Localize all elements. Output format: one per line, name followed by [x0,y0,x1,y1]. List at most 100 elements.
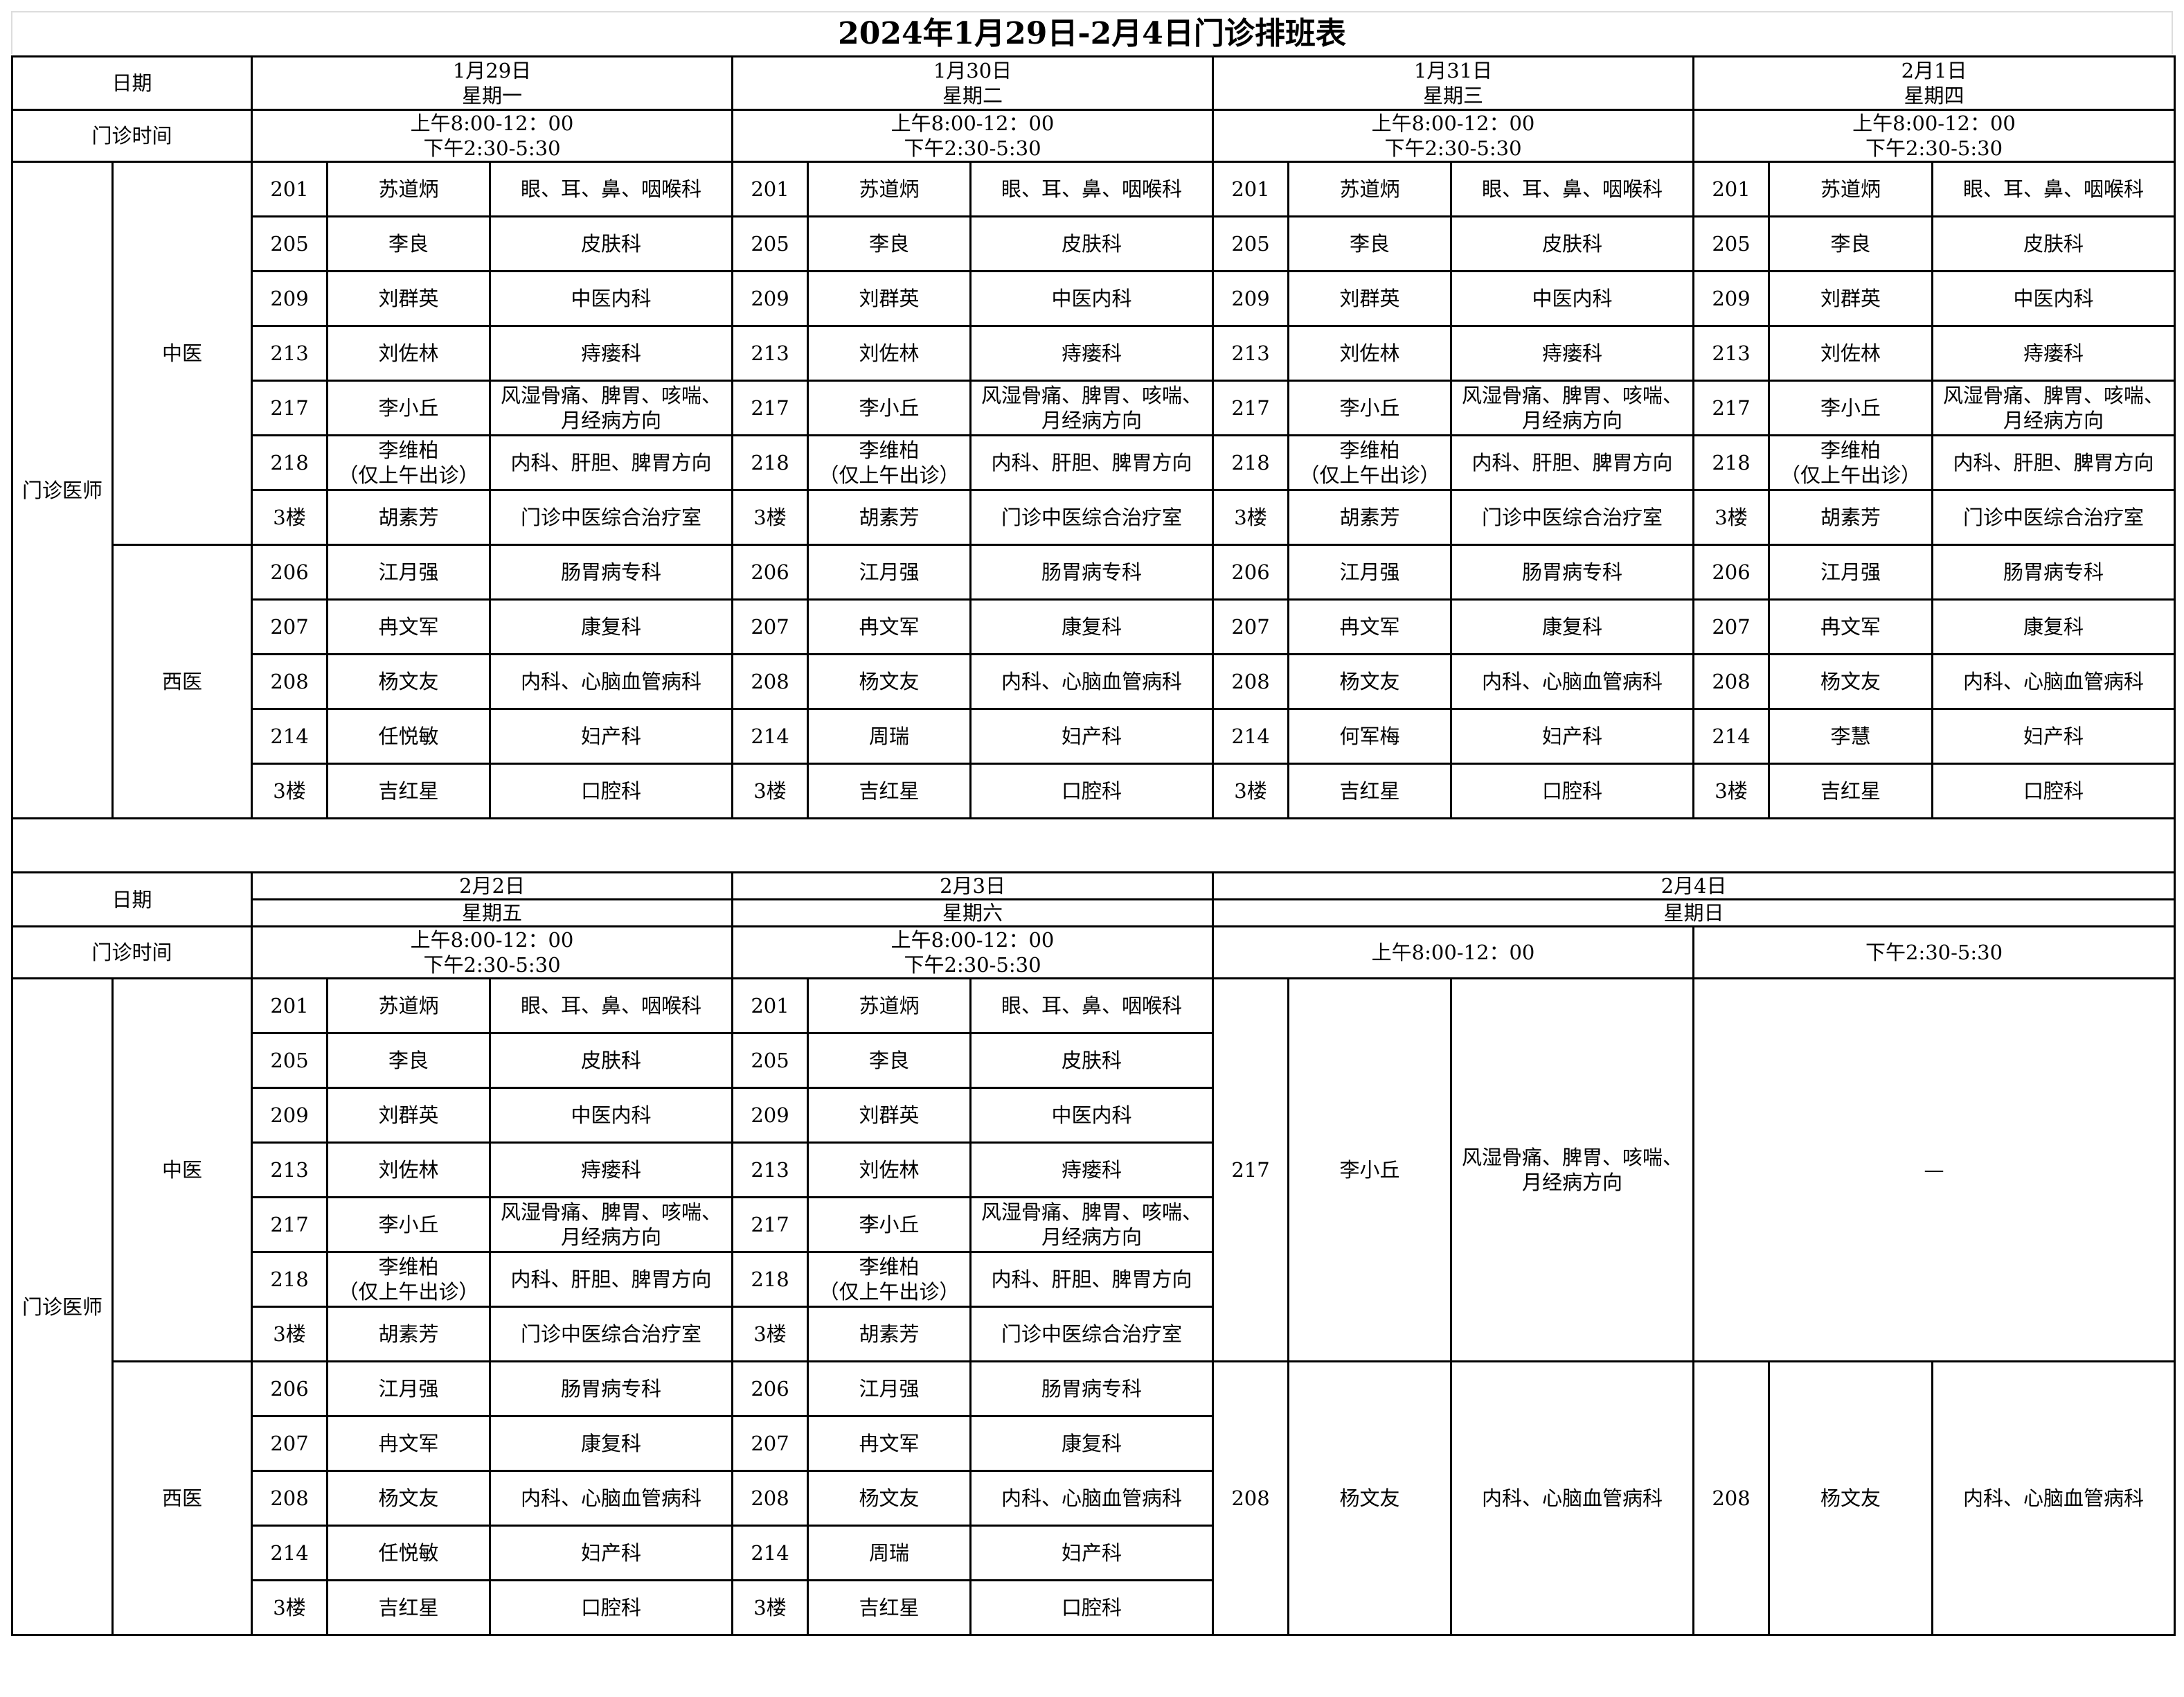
room-number: 213 [1692,325,1771,382]
day-weekday: 星期六 [731,898,1215,927]
doctor-name: 冉文军 [326,598,492,655]
table-row: 214 任悦敏 妇产科 214 周瑞 妇产科 214 何军梅 妇产科 214 李慧 妇产科 [12,708,2176,765]
table-row: 218 李维柏 （仅上午出诊） 内科、肝胆、脾胃方向 218 李维柏 （仅上午出诊） 内科… [12,434,2176,491]
day-date: 2月3日 [731,871,1215,900]
doctor-name: 苏道炳 [807,977,972,1034]
room-number: 3楼 [731,489,809,546]
room-number: 213 [251,325,329,382]
specialty: 内科、肝胆、脾胃方向 [489,1251,734,1308]
tcm-label: 中医 [111,977,253,1362]
doctor-name: 刘佐林 [807,325,972,382]
room-number: 217 [1692,380,1771,436]
room-number: 208 [731,1470,809,1527]
doctor-name: 刘群英 [807,1087,972,1144]
table-row: 213 刘佐林 痔瘘科 213 刘佐林 痔瘘科 [12,1141,2175,1198]
room-number: 213 [731,1141,809,1198]
specialty: 妇产科 [489,708,734,765]
table-row: 3楼 胡素芳 门诊中医综合治疗室 3楼 胡素芳 门诊中医综合治疗室 3楼 胡素芳 门诊中医综合治… [12,489,2176,546]
table-row: 门诊时间 上午8:00-12：00 下午2:30-5:30 上午8:00-12：00… [10,109,2176,163]
doctor-name: 李良 [807,1032,972,1089]
doctor-name: 杨文友 [1768,653,1934,710]
doctor-name: 吉红星 [1768,763,1934,819]
doctor-name: 李良 [326,215,492,272]
table-row: 214 任悦敏 妇产科 214 周瑞 妇产科 [12,1525,2175,1581]
date-label: 日期 [10,55,253,111]
specialty: 康复科 [1450,598,1695,655]
doctor-name: 苏道炳 [1768,161,1934,217]
specialty: 内科、心脑血管病科 [489,653,734,710]
table-row: 207 冉文军 康复科 207 冉文军 康复科 [12,1415,2175,1472]
specialty: 内科、肝胆、脾胃方向 [969,434,1215,491]
room-number: 201 [1212,161,1290,217]
specialty: 中医内科 [1450,270,1695,327]
specialty: 内科、心脑血管病科 [1931,653,2176,710]
room-number: 213 [251,1141,329,1198]
doctor-name: 杨文友 [807,1470,972,1527]
table-row: 3楼 吉红星 口腔科 3楼 吉红星 口腔科 [12,1579,2175,1636]
room-number: 217 [731,380,809,436]
specialty: 风湿骨痛、脾胃、咳喘、月经病方向 [489,380,734,436]
specialty: 内科、肝胆、脾胃方向 [1450,434,1695,491]
doctor-name: 刘群英 [326,270,492,327]
specialty: 内科、肝胆、脾胃方向 [1931,434,2176,491]
spacer [10,817,2176,873]
table-row: 星期五 星期六 星期日 [12,898,2176,927]
specialty: 康复科 [489,1415,734,1472]
doctor-name: 杨文友 [1287,1360,1453,1636]
room-number: 208 [1212,653,1290,710]
room-number: 218 [731,1251,809,1308]
room-number: 3楼 [1692,489,1771,546]
doctor-name: 苏道炳 [326,977,492,1034]
room-number: 209 [731,270,809,327]
doctor-name: 任悦敏 [326,708,492,765]
table-row: 208 杨文友 内科、心脑血管病科 208 杨文友 内科、心脑血管病科 [12,1470,2175,1527]
clinic-time: 上午8:00-12：00 下午2:30-5:30 [251,925,734,979]
room-number: 205 [731,1032,809,1089]
room-number: 201 [731,977,809,1034]
room-number: 208 [251,1470,329,1527]
doctor-name: 刘佐林 [1287,325,1453,382]
room-number: 205 [251,1032,329,1089]
specialty: 痔瘘科 [1931,325,2176,382]
specialty: 口腔科 [1931,763,2176,819]
specialty: 眼、耳、鼻、咽喉科 [969,977,1215,1034]
room-number: 201 [731,161,809,217]
room-number: 3楼 [1212,489,1290,546]
room-number: 206 [251,1360,329,1417]
specialty: 门诊中医综合治疗室 [489,489,734,546]
specialty: 风湿骨痛、脾胃、咳喘、月经病方向 [969,380,1215,436]
room-number: 214 [731,1525,809,1581]
room-number: 214 [1692,708,1771,765]
room-number: 207 [1692,598,1771,655]
clinic-time: 上午8:00-12：00 下午2:30-5:30 [251,109,734,163]
specialty: 门诊中医综合治疗室 [489,1306,734,1362]
specialty: 风湿骨痛、脾胃、咳喘、月经病方向 [1450,380,1695,436]
doctor-name: 周瑞 [807,708,972,765]
room-number: 218 [251,1251,329,1308]
table-row: 日期 1月29日 星期一 1月30日 星期二 1月31日 星期三 2月1日 星期四 [10,55,2176,111]
room-number: 214 [251,708,329,765]
day-date: 2月2日 [251,871,734,900]
clinic-time: 上午8:00-12：00 下午2:30-5:30 [1212,109,1695,163]
room-number: 3楼 [1692,763,1771,819]
specialty: 口腔科 [489,763,734,819]
western-label: 西医 [111,544,253,819]
doctor-name: 冉文军 [1287,598,1453,655]
room-number: 206 [251,544,329,601]
specialty: 眼、耳、鼻、咽喉科 [1450,161,1695,217]
specialty: 皮肤科 [1450,215,1695,272]
specialty: 妇产科 [1931,708,2176,765]
doctor-name: 胡素芳 [326,1306,492,1362]
table-row: 213 刘佐林 痔瘘科 213 刘佐林 痔瘘科 213 刘佐林 痔瘘科 213 刘佐林 痔瘘科 [12,325,2176,382]
room-number: 217 [1212,977,1290,1362]
room-number: 208 [1692,1360,1771,1636]
specialty: 肠胃病专科 [969,544,1215,601]
doctor-name: 胡素芳 [1768,489,1934,546]
doctor-name: 杨文友 [326,1470,492,1527]
doctor-name: 李维柏 （仅上午出诊） [807,1251,972,1308]
doctor-name: 胡素芳 [807,489,972,546]
room-number: 3楼 [731,1579,809,1636]
table-row: 日期 2月2日 2月3日 2月4日 [10,871,2176,927]
specialty: 眼、耳、鼻、咽喉科 [489,977,734,1034]
room-number: 208 [1212,1360,1290,1636]
